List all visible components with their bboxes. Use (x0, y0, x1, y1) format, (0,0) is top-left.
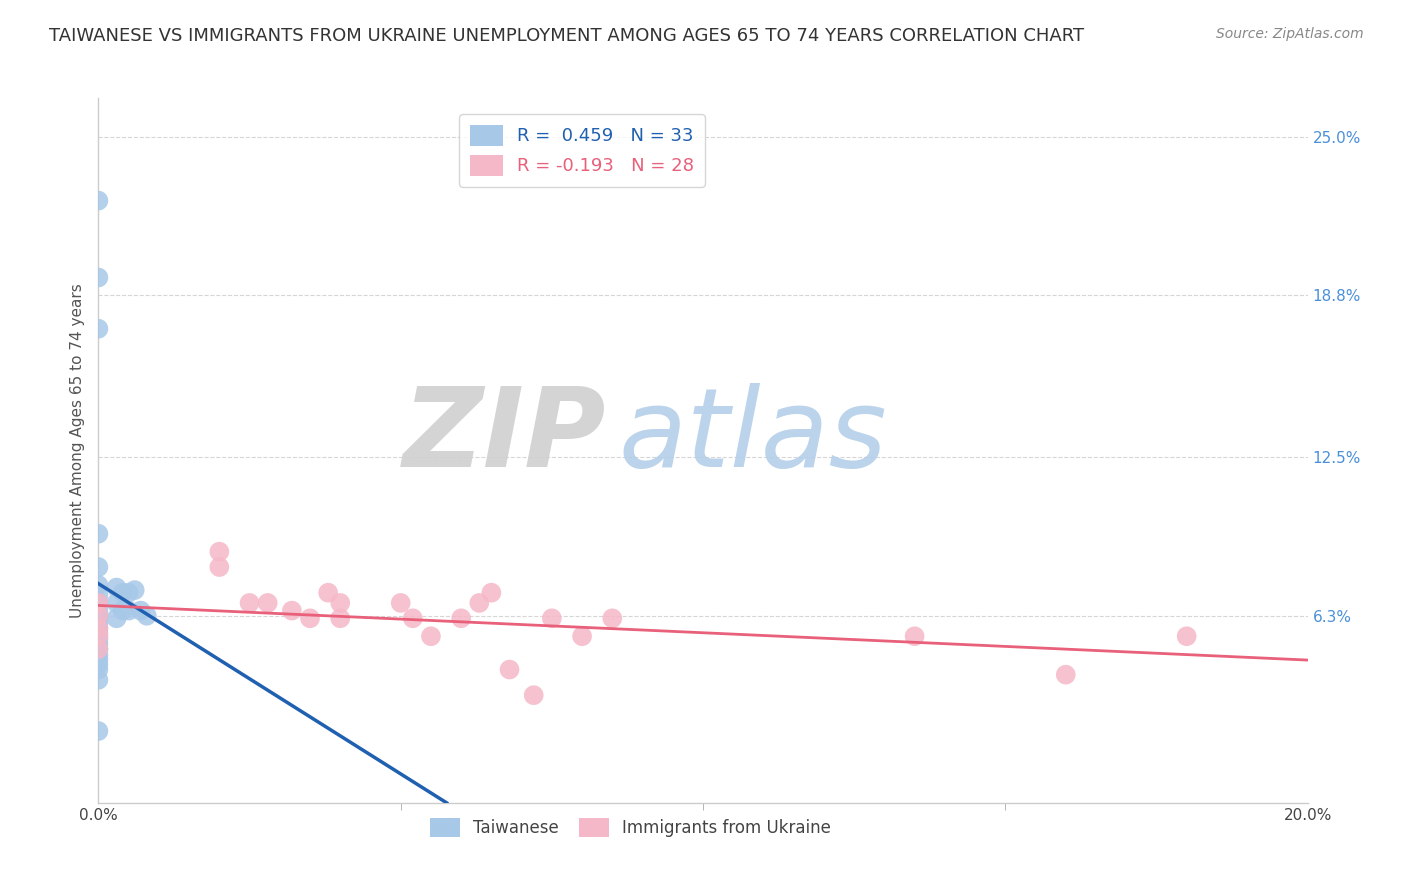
Text: atlas: atlas (619, 383, 887, 490)
Point (87, 622, 110, 636)
Legend: Taiwanese, Immigrants from Ukraine: Taiwanese, Immigrants from Ukraine (423, 811, 838, 844)
Point (329, 596, 352, 610)
Point (111, 604, 134, 618)
Point (299, 611, 322, 625)
Point (87, 642, 110, 657)
Point (402, 611, 425, 625)
Point (135, 608, 157, 623)
Point (105, 596, 128, 610)
Point (87, 724, 110, 739)
Point (523, 688, 546, 702)
Point (87, 596, 110, 610)
Point (316, 585, 339, 599)
Point (105, 611, 128, 625)
Point (118, 585, 141, 599)
Point (87, 611, 110, 625)
Text: ZIP: ZIP (402, 383, 606, 490)
Point (87, 588, 110, 602)
Point (256, 596, 278, 610)
Y-axis label: Unemployment Among Ages 65 to 74 years: Unemployment Among Ages 65 to 74 years (69, 283, 84, 618)
Point (389, 596, 412, 610)
Point (87, 663, 110, 677)
Point (498, 663, 520, 677)
Point (87, 560, 110, 574)
Point (208, 560, 231, 574)
Point (118, 604, 141, 618)
Point (87, 616, 110, 631)
Point (87, 608, 110, 623)
Point (111, 585, 134, 599)
Point (540, 611, 562, 625)
Point (87, 626, 110, 640)
Point (87, 526, 110, 541)
Point (450, 611, 472, 625)
Point (87, 637, 110, 651)
Point (87, 652, 110, 666)
Point (87, 596, 110, 610)
Point (87, 632, 110, 646)
Point (87, 657, 110, 672)
Point (87, 673, 110, 687)
Point (87, 194, 110, 208)
Text: Source: ZipAtlas.com: Source: ZipAtlas.com (1216, 27, 1364, 41)
Point (571, 629, 593, 643)
Point (481, 585, 503, 599)
Point (87, 647, 110, 661)
Point (468, 596, 491, 610)
Point (87, 629, 110, 643)
Point (420, 629, 443, 643)
Point (1175, 629, 1198, 643)
Point (281, 604, 304, 618)
Point (129, 604, 152, 618)
Point (239, 596, 262, 610)
Point (602, 611, 624, 625)
Point (87, 604, 110, 618)
Point (329, 611, 352, 625)
Point (87, 608, 110, 623)
Point (208, 544, 231, 558)
Point (87, 270, 110, 285)
Point (87, 642, 110, 657)
Point (87, 322, 110, 336)
Text: TAIWANESE VS IMMIGRANTS FROM UKRAINE UNEMPLOYMENT AMONG AGES 65 TO 74 YEARS CORR: TAIWANESE VS IMMIGRANTS FROM UKRAINE UNE… (49, 27, 1084, 45)
Point (105, 581, 128, 595)
Point (87, 622, 110, 636)
Point (1054, 667, 1077, 681)
Point (124, 583, 146, 598)
Point (87, 578, 110, 592)
Point (904, 629, 927, 643)
